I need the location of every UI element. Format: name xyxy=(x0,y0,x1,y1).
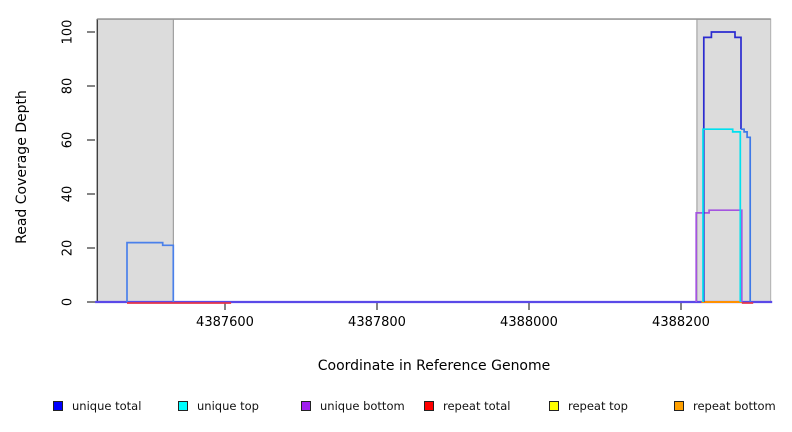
masked-region-right xyxy=(696,18,772,303)
legend-swatch-icon xyxy=(53,401,63,411)
legend: unique total unique top unique bottom repea… xyxy=(0,398,792,418)
x-tick-label: 4388000 xyxy=(500,315,558,330)
x-tick-label: 4387600 xyxy=(196,315,254,330)
legend-swatch-icon xyxy=(549,401,559,411)
legend-label: repeat bottom xyxy=(693,399,776,413)
masked-region-left xyxy=(96,18,174,303)
y-tick-label: 100 xyxy=(60,19,76,45)
x-axis-title: Coordinate in Reference Genome xyxy=(317,358,551,374)
y-tick-label: 20 xyxy=(60,239,76,257)
legend-label: unique bottom xyxy=(320,399,405,413)
legend-item-unique-total: unique total xyxy=(53,398,141,414)
legend-swatch-icon xyxy=(424,401,434,411)
y-axis-title: Read Coverage Depth xyxy=(14,90,30,244)
legend-label: unique total xyxy=(72,399,142,413)
y-tick-label: 80 xyxy=(60,77,76,95)
series-line-unique-total xyxy=(702,31,742,302)
legend-label: repeat top xyxy=(568,399,628,413)
y-tick-label: 0 xyxy=(60,297,76,307)
legend-item-unique-bottom: unique bottom xyxy=(301,398,405,414)
legend-item-repeat-total: repeat total xyxy=(424,398,510,414)
series-line-unique-bottom xyxy=(695,209,743,302)
series-line-unique-total xyxy=(741,128,752,302)
legend-swatch-icon xyxy=(301,401,311,411)
legend-label: unique top xyxy=(197,399,259,413)
y-tick-label: 40 xyxy=(60,185,76,203)
legend-label: repeat total xyxy=(443,399,511,413)
x-tick-label: 4387800 xyxy=(348,315,406,330)
x-tick-label: 4388200 xyxy=(652,315,710,330)
series-line-unique-total xyxy=(126,241,175,302)
legend-swatch-icon xyxy=(178,401,188,411)
legend-item-unique-top: unique top xyxy=(178,398,259,414)
series-line-unique-top xyxy=(702,128,742,302)
legend-item-repeat-top: repeat top xyxy=(549,398,628,414)
y-tick-label: 60 xyxy=(60,131,76,149)
legend-item-repeat-bottom: repeat bottom xyxy=(674,398,776,414)
legend-swatch-icon xyxy=(674,401,684,411)
